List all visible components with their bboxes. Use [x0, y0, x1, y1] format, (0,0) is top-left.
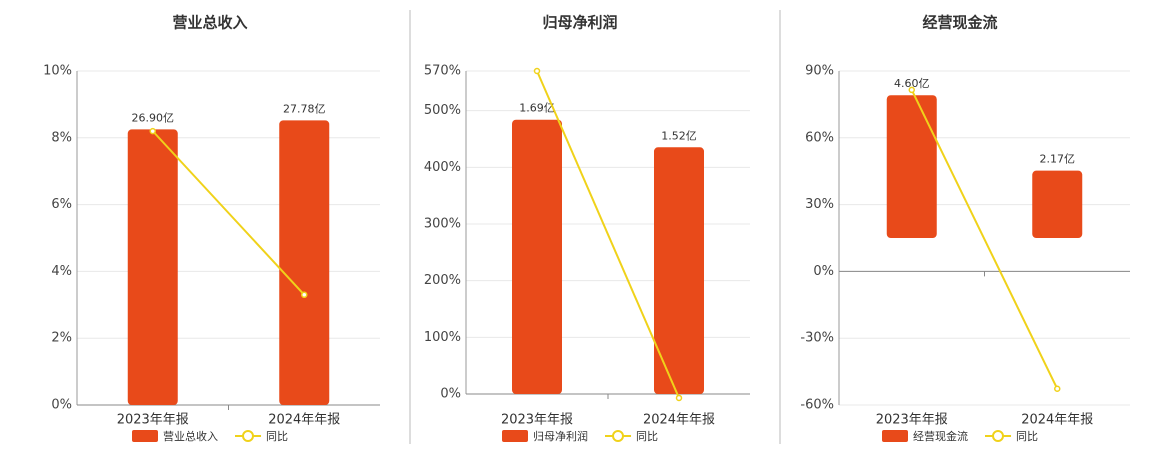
x-tick-label: 2024年年报: [643, 413, 715, 428]
legend-swatch: [502, 430, 528, 442]
y-tick-label: 10%: [43, 64, 72, 79]
legend-swatch: [882, 430, 908, 442]
y-tick-label: 0%: [813, 264, 834, 279]
bar: [886, 95, 937, 238]
legend-label: 同比: [266, 430, 288, 443]
y-tick-label: 60%: [805, 130, 834, 145]
bar: [1032, 170, 1083, 238]
y-tick-label: 30%: [805, 197, 834, 212]
y-tick-label: 200%: [424, 273, 461, 288]
chart-title: 经营现金流: [922, 14, 997, 32]
y-tick-label: 500%: [424, 103, 461, 118]
legend-marker: [992, 430, 1004, 442]
y-tick-label: 300%: [424, 217, 461, 232]
legend-label: 经营现金流: [913, 429, 968, 443]
x-tick-label: 2023年年报: [117, 413, 189, 428]
legend-marker: [612, 430, 624, 442]
value-label: 4.60亿: [894, 77, 930, 90]
line-point: [675, 394, 683, 402]
line-point: [149, 127, 156, 135]
line-point: [1054, 385, 1061, 392]
y-tick-label: 0%: [51, 398, 72, 413]
bar: [127, 129, 178, 405]
legend-label: 营业总收入: [163, 429, 218, 443]
legend-label: 同比: [636, 430, 658, 443]
y-tick-label: 570%: [424, 64, 461, 79]
y-tick-label: -60%: [800, 398, 834, 413]
line: [536, 70, 680, 399]
chart-title: 归母净利润: [542, 14, 617, 32]
line-point: [533, 67, 541, 75]
y-tick-label: 100%: [424, 330, 461, 345]
y-tick-label: 8%: [51, 130, 72, 145]
chart-title: 营业总收入: [172, 14, 247, 32]
legend-label: 同比: [1016, 430, 1038, 443]
y-tick-label: 90%: [805, 64, 834, 79]
bar: [512, 119, 562, 394]
x-tick-label: 2023年年报: [876, 413, 948, 428]
legend-label: 归母净利润: [533, 429, 588, 443]
x-tick-label: 2024年年报: [1021, 413, 1093, 428]
x-tick-label: 2024年年报: [268, 413, 340, 428]
value-label: 2.17亿: [1040, 153, 1076, 166]
legend-swatch: [132, 430, 158, 442]
y-tick-label: 0%: [440, 387, 461, 402]
value-label: 1.69亿: [519, 102, 555, 115]
y-tick-label: 400%: [424, 160, 461, 175]
y-tick-label: 4%: [51, 264, 72, 279]
value-label: 26.90亿: [132, 111, 175, 124]
line: [152, 130, 305, 296]
value-label: 27.78亿: [283, 102, 326, 115]
line-point: [908, 86, 915, 94]
x-tick-label: 2023年年报: [501, 413, 573, 428]
legend-marker: [242, 430, 254, 442]
line-point: [301, 291, 308, 299]
line: [910, 89, 1059, 390]
bar: [279, 120, 330, 406]
y-tick-label: 6%: [51, 197, 72, 212]
bar: [654, 147, 704, 394]
y-tick-label: -30%: [800, 331, 834, 346]
value-label: 1.52亿: [661, 129, 697, 142]
y-tick-label: 2%: [51, 331, 72, 346]
